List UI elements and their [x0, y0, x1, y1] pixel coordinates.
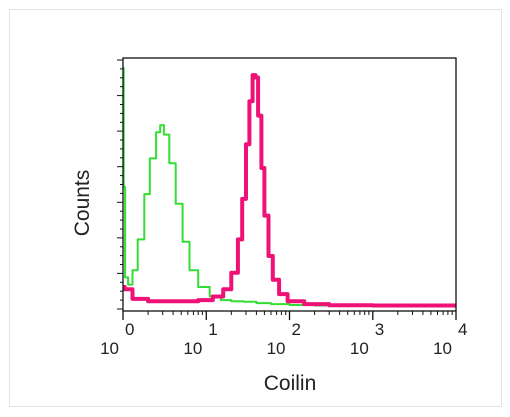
x-tick-label-base: 10: [433, 339, 452, 358]
x-tick-label: 10 0: [100, 320, 134, 358]
x-axis-title: Coilin: [264, 372, 317, 395]
x-tick-label-exponent: 1: [208, 320, 217, 339]
series-layer: [122, 67, 456, 308]
y-axis-title: Counts: [71, 170, 94, 237]
x-tick-label: 10 4: [433, 320, 467, 358]
x-tick-label-exponent: 0: [125, 320, 134, 339]
x-tick-label: 10 1: [183, 320, 217, 358]
x-tick-label: 10 3: [350, 320, 384, 358]
x-tick-label-base: 10: [183, 339, 202, 358]
x-tick-label-exponent: 4: [458, 320, 467, 339]
x-axis-ticks: [122, 311, 457, 320]
plot-area: [123, 58, 456, 311]
x-tick-label-exponent: 3: [375, 320, 384, 339]
y-axis-ticks: [117, 59, 123, 310]
x-tick-label-base: 10: [100, 339, 119, 358]
x-tick-label-base: 10: [350, 339, 369, 358]
series-2-histogram: [122, 73, 456, 308]
x-tick-label-exponent: 2: [292, 320, 301, 339]
x-tick-labels: 10 0 10 1 10 2 10 3 10 4: [100, 320, 467, 358]
x-tick-label-base: 10: [267, 339, 286, 358]
series-1-histogram: [122, 67, 456, 307]
x-tick-label: 10 2: [267, 320, 301, 358]
